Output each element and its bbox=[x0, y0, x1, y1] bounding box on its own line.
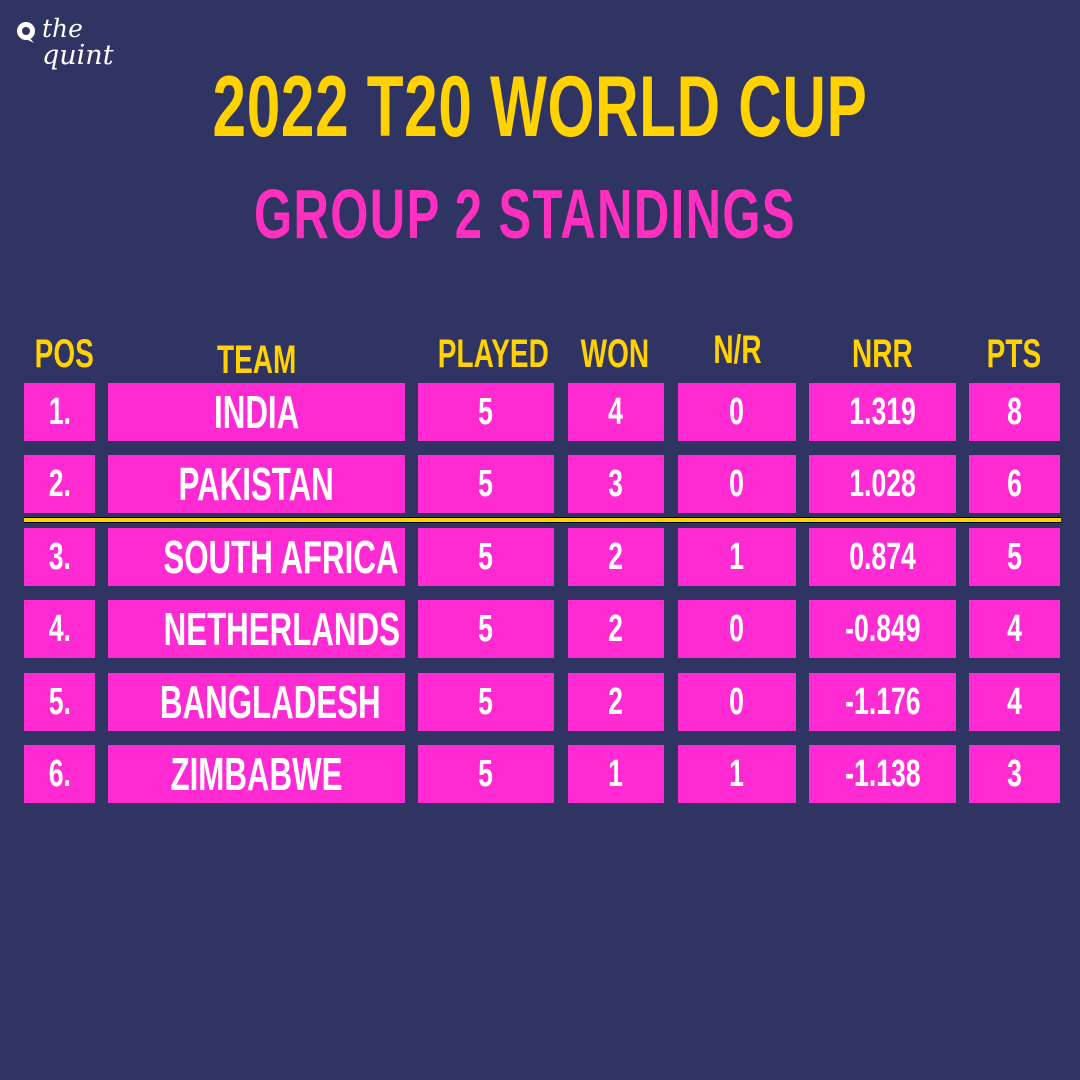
played-cell: 5 bbox=[418, 455, 554, 513]
quint-logo-text: the quint bbox=[42, 14, 114, 71]
pos-cell: 5. bbox=[24, 673, 95, 731]
nrr-cell: -1.138 bbox=[809, 745, 956, 803]
team-cell: PAKISTAN bbox=[108, 455, 405, 513]
pts-cell: 5 bbox=[969, 528, 1060, 586]
header-played: PLAYED bbox=[437, 332, 549, 376]
nr-cell: 1 bbox=[678, 745, 796, 803]
team-cell: ZIMBABWE bbox=[108, 745, 405, 803]
pts-cell: 3 bbox=[969, 745, 1060, 803]
header-pts: PTS bbox=[986, 332, 1042, 376]
pts-cell: 6 bbox=[969, 455, 1060, 513]
header-team: TEAM bbox=[217, 338, 297, 382]
played-cell: 5 bbox=[418, 528, 554, 586]
header-nrr: NRR bbox=[851, 332, 913, 376]
logo-line-1: the bbox=[42, 14, 83, 43]
team-cell: SOUTH AFRICA bbox=[108, 528, 405, 586]
header-pos: POS bbox=[34, 332, 94, 376]
nrr-cell: -1.176 bbox=[809, 673, 956, 731]
pos-cell: 6. bbox=[24, 745, 95, 803]
won-cell: 2 bbox=[568, 600, 664, 658]
won-cell: 1 bbox=[568, 745, 664, 803]
played-cell: 5 bbox=[418, 383, 554, 441]
played-cell: 5 bbox=[418, 745, 554, 803]
won-cell: 4 bbox=[568, 383, 664, 441]
pos-cell: 2. bbox=[24, 455, 95, 513]
team-cell: INDIA bbox=[108, 383, 405, 441]
nrr-cell: 1.028 bbox=[809, 455, 956, 513]
header-won: WON bbox=[580, 332, 650, 376]
team-cell: BANGLADESH bbox=[108, 673, 405, 731]
nrr-cell: -0.849 bbox=[809, 600, 956, 658]
won-cell: 3 bbox=[568, 455, 664, 513]
won-cell: 2 bbox=[568, 528, 664, 586]
pos-cell: 4. bbox=[24, 600, 95, 658]
nr-cell: 1 bbox=[678, 528, 796, 586]
pts-cell: 4 bbox=[969, 600, 1060, 658]
pts-cell: 4 bbox=[969, 673, 1060, 731]
logo-line-2: quint bbox=[42, 40, 114, 71]
page-subtitle: GROUP 2 STANDINGS bbox=[253, 175, 797, 253]
pts-cell: 8 bbox=[969, 383, 1060, 441]
quint-logo-icon bbox=[17, 22, 35, 43]
pos-cell: 3. bbox=[24, 528, 95, 586]
nrr-cell: 1.319 bbox=[809, 383, 956, 441]
nr-cell: 0 bbox=[678, 673, 796, 731]
quint-logo: the quint bbox=[14, 16, 134, 86]
played-cell: 5 bbox=[418, 600, 554, 658]
played-cell: 5 bbox=[418, 673, 554, 731]
nr-cell: 0 bbox=[678, 383, 796, 441]
qualification-divider bbox=[24, 517, 1061, 523]
nr-cell: 0 bbox=[678, 455, 796, 513]
page-title: 2022 T20 WORLD CUP bbox=[212, 59, 868, 155]
nr-cell: 0 bbox=[678, 600, 796, 658]
header-nr: N/R bbox=[712, 328, 762, 372]
team-cell: NETHERLANDS bbox=[108, 600, 405, 658]
won-cell: 2 bbox=[568, 673, 664, 731]
nrr-cell: 0.874 bbox=[809, 528, 956, 586]
pos-cell: 1. bbox=[24, 383, 95, 441]
